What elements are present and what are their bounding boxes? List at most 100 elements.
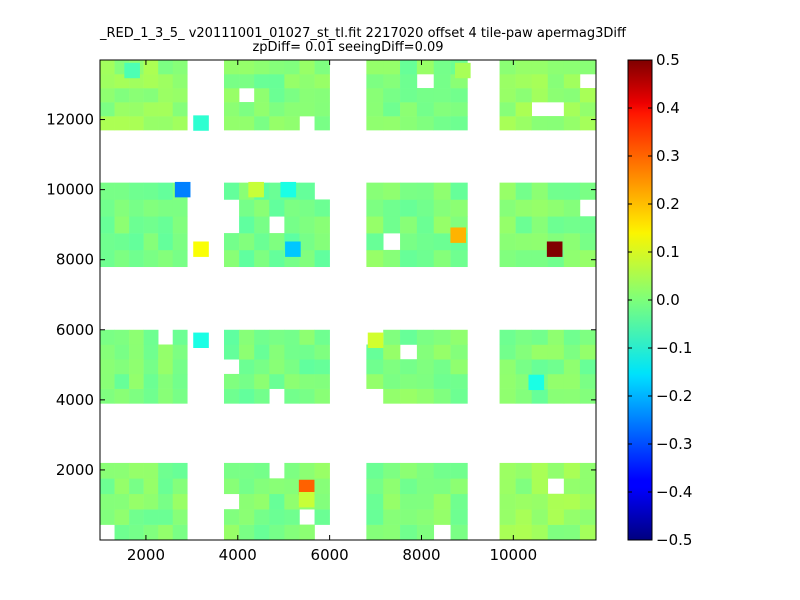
heatmap-cell — [499, 359, 516, 375]
heatmap-cell — [269, 344, 285, 360]
heatmap-cell — [563, 199, 581, 217]
heatmap-highlight-cell — [546, 241, 563, 257]
heatmap-cell — [400, 478, 418, 495]
heatmap-cell — [172, 216, 188, 234]
heatmap-cell — [143, 199, 159, 217]
heatmap-cell — [547, 216, 565, 234]
heatmap-cell — [143, 88, 159, 103]
heatmap-cell — [499, 88, 516, 103]
heatmap-cell — [416, 373, 435, 389]
heatmap-cell — [172, 462, 188, 479]
heatmap-cell — [579, 88, 597, 103]
heatmap-cell — [254, 116, 270, 131]
heatmap-cell — [114, 249, 130, 268]
heatmap-cell — [531, 524, 549, 541]
heatmap-cell — [269, 524, 285, 541]
heatmap-cell — [515, 249, 532, 268]
heatmap-cell — [515, 373, 532, 389]
heatmap-cell — [531, 359, 549, 375]
heatmap-cell — [299, 373, 315, 389]
heatmap-cell — [579, 216, 597, 234]
heatmap-cell — [299, 74, 315, 89]
heatmap-cell — [450, 116, 468, 131]
heatmap-cell — [531, 344, 549, 360]
heatmap-cell — [239, 60, 255, 75]
heatmap-cell — [579, 233, 597, 251]
heatmap-cell — [284, 373, 300, 389]
heatmap-cell — [239, 199, 255, 217]
heatmap-cell — [383, 373, 401, 389]
heatmap-cell — [114, 344, 130, 360]
heatmap-cell — [547, 182, 565, 200]
heatmap-cell — [299, 199, 315, 217]
heatmap-cell — [563, 509, 581, 525]
heatmap-cell — [499, 199, 516, 217]
heatmap-cell — [400, 493, 418, 510]
heatmap-cell — [314, 74, 330, 89]
heatmap-cell — [269, 359, 285, 375]
heatmap-cell — [579, 359, 597, 375]
heatmap-cell — [314, 359, 330, 375]
heatmap-cell — [563, 60, 581, 75]
heatmap-cell — [563, 478, 581, 495]
heatmap-cell — [531, 116, 549, 131]
heatmap-cell — [314, 216, 330, 234]
heatmap-cell — [433, 88, 451, 103]
heatmap-cell — [531, 462, 549, 479]
heatmap-cell — [433, 462, 451, 479]
heatmap-cell — [158, 216, 174, 234]
heatmap-cell — [284, 462, 300, 479]
heatmap-cell — [383, 359, 401, 375]
heatmap-cell — [284, 329, 300, 345]
heatmap-cell — [579, 249, 597, 268]
heatmap-cell — [254, 359, 270, 375]
heatmap-cell — [254, 478, 270, 495]
heatmap-cell — [531, 509, 549, 525]
heatmap-cell — [450, 199, 468, 217]
heatmap-cell — [224, 344, 240, 360]
heatmap-cell — [400, 216, 418, 234]
heatmap-cell — [239, 329, 255, 345]
heatmap-cell — [400, 373, 418, 389]
x-tick-label: 8000 — [402, 546, 440, 564]
heatmap-cell — [284, 102, 300, 117]
heatmap-cell — [400, 509, 418, 525]
heatmap-cell — [515, 60, 532, 75]
heatmap-cell — [299, 249, 315, 268]
heatmap-cell — [284, 88, 300, 103]
heatmap-cell — [547, 359, 565, 375]
heatmap-cell — [450, 344, 468, 360]
heatmap-cell — [284, 216, 300, 234]
heatmap-cell — [239, 462, 255, 479]
heatmap-cell — [284, 359, 300, 375]
heatmap-cell — [143, 102, 159, 117]
heatmap-highlight-cell — [298, 492, 315, 508]
heatmap-cell — [515, 462, 532, 479]
heatmap-cell — [450, 373, 468, 389]
heatmap-cell — [499, 344, 516, 360]
heatmap-cell — [314, 509, 330, 525]
heatmap-cell — [143, 478, 159, 495]
heatmap-cell — [383, 182, 401, 200]
heatmap-cell — [547, 388, 565, 404]
heatmap-cell — [547, 344, 565, 360]
heatmap-cell — [383, 388, 401, 404]
heatmap-cell — [224, 249, 240, 268]
heatmap-cell — [158, 524, 174, 541]
heatmap-cell — [400, 462, 418, 479]
heatmap-cell — [254, 233, 270, 251]
heatmap-cell — [433, 102, 451, 117]
heatmap-cell — [172, 74, 188, 89]
heatmap-cell — [433, 509, 451, 525]
heatmap-cell — [239, 102, 255, 117]
heatmap-cell — [284, 116, 300, 131]
heatmap-cell — [366, 199, 384, 217]
heatmap-cell — [563, 102, 581, 117]
heatmap-cell — [400, 329, 418, 345]
heatmap-highlight-cell — [174, 181, 191, 198]
heatmap-cell — [515, 359, 532, 375]
heatmap-cell — [515, 116, 532, 131]
heatmap-cell — [366, 462, 384, 479]
heatmap-cell — [366, 102, 384, 117]
heatmap-cell — [299, 102, 315, 117]
